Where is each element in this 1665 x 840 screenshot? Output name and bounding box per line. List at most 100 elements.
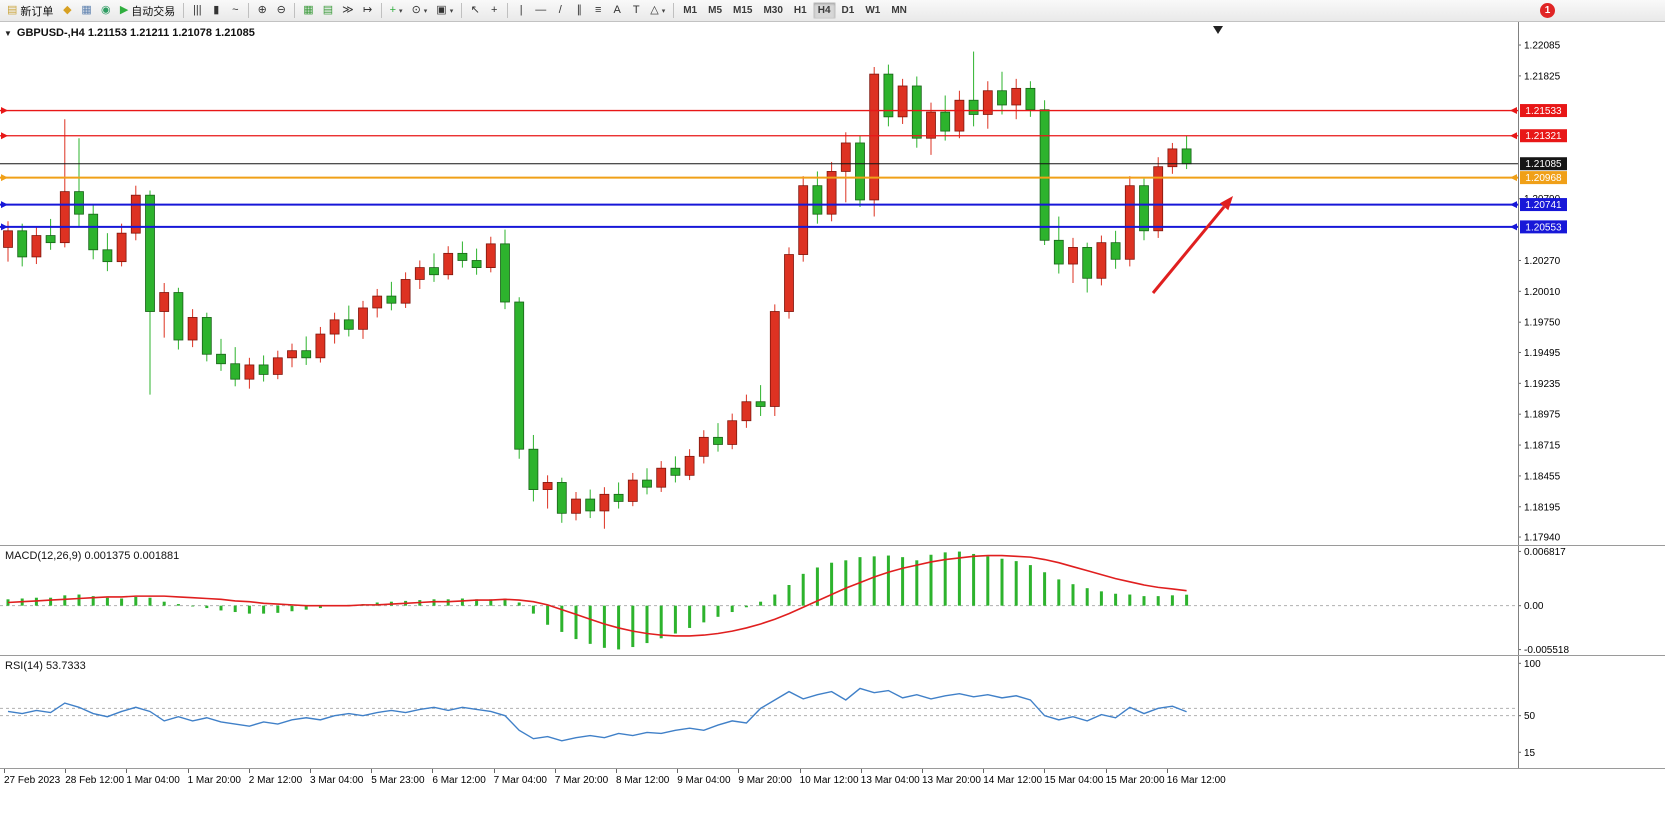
candle-body <box>145 194 155 312</box>
tile-windows-button[interactable]: ▦ <box>299 2 317 20</box>
trend-arrow[interactable] <box>1151 205 1226 294</box>
rsi-tick-label: 50 <box>1524 711 1536 722</box>
price-tick-label: 1.19750 <box>1524 318 1561 329</box>
templates-button[interactable]: ▣ ▾ <box>432 2 457 20</box>
line-left-handle[interactable] <box>1 132 8 140</box>
timeframe-m15-button[interactable]: M15 <box>733 5 753 16</box>
candle-body <box>1082 247 1093 279</box>
chart-shift-button[interactable]: ↦ <box>359 2 377 20</box>
time-label: 6 Mar 12:00 <box>432 775 486 786</box>
auto-scroll-button[interactable]: ≫ <box>338 2 358 20</box>
time-tick <box>1166 769 1168 773</box>
price-tick-label: 1.21825 <box>1524 71 1561 82</box>
periods-button[interactable]: ⊙ ▾ <box>408 2 432 20</box>
new-order-button-label: 新订单 <box>20 5 54 18</box>
time-label: 9 Mar 20:00 <box>738 775 792 786</box>
price-label-text: 1.21085 <box>1525 159 1562 170</box>
candle-body <box>1110 242 1121 260</box>
line-right-handle[interactable] <box>1510 132 1517 140</box>
fibonacci-button[interactable]: ≡ <box>589 2 607 20</box>
metaeditor-button[interactable]: ◆ <box>58 2 76 20</box>
cursor-button[interactable]: ↖ <box>466 2 484 20</box>
price-label-box <box>1520 129 1567 143</box>
timeframe-m30-button[interactable]: M30 <box>763 5 783 16</box>
candle-body <box>116 232 127 263</box>
notification-badge[interactable]: 1 <box>1540 3 1555 18</box>
candle-body <box>173 292 184 341</box>
cascade-windows-button[interactable]: ▤ <box>319 2 337 20</box>
trend-arrow-head <box>1219 196 1233 211</box>
fibonacci-icon: ≡ <box>595 4 602 16</box>
bar-chart-button[interactable]: ||| <box>188 2 206 20</box>
line-chart-button[interactable]: ~ <box>226 2 244 20</box>
channel-button[interactable]: ∥ <box>570 2 588 20</box>
zoom-in-icon: ⊕ <box>257 4 267 16</box>
line-left-handle[interactable] <box>1 223 8 231</box>
timeframe-mn-button[interactable]: MN <box>891 5 907 16</box>
trendline-button[interactable]: / <box>551 2 569 20</box>
candlestick-chart[interactable]: 1.220851.218251.207901.202701.200101.197… <box>0 22 1665 545</box>
price-tick-label: 1.18195 <box>1524 502 1561 513</box>
chevron-down-icon: ▾ <box>449 7 454 15</box>
candle-body <box>911 85 922 139</box>
time-label: 2 Mar 12:00 <box>248 775 303 786</box>
zoom-out-button[interactable]: ⊖ <box>272 2 290 20</box>
chart-shift-marker[interactable] <box>1213 26 1223 34</box>
text-icon: A <box>613 4 621 16</box>
price-label-text: 1.21533 <box>1525 106 1562 117</box>
line-right-handle[interactable] <box>1510 107 1517 115</box>
time-label: 15 Mar 04:00 <box>1044 775 1104 786</box>
indicators-icon: + <box>389 4 397 16</box>
vertical-line-button[interactable]: | <box>512 2 530 20</box>
indicators-button[interactable]: + ▾ <box>386 2 407 20</box>
crosshair-button[interactable]: + <box>485 2 503 20</box>
rsi-chart[interactable]: 100 50 15 <box>0 656 1665 768</box>
crosshair-icon: + <box>491 4 498 16</box>
macd-panel: 0.006817 0.00 -0.005518 MACD(12,26,9) 0.00… <box>0 545 1665 655</box>
new-order-button[interactable]: ▤ 新订单 <box>3 2 57 20</box>
candle-body <box>45 235 56 244</box>
auto-trading-icon: ▶ <box>119 4 129 16</box>
candlestick-chart-button[interactable]: ▮ <box>207 2 225 20</box>
text-label-button[interactable]: T <box>627 2 645 20</box>
navigator-button[interactable]: ◉ <box>97 2 115 20</box>
candle-body <box>528 448 539 490</box>
line-right-handle[interactable] <box>1510 174 1517 182</box>
trendline-icon: / <box>558 4 562 16</box>
zoom-in-button[interactable]: ⊕ <box>253 2 271 20</box>
macd-chart[interactable]: 0.006817 0.00 -0.005518 <box>0 546 1665 655</box>
time-tick <box>922 769 923 773</box>
data-window-button[interactable]: ▦ <box>77 2 95 20</box>
timeframe-w1-button[interactable]: W1 <box>865 5 881 16</box>
price-label-box <box>1520 220 1567 234</box>
candle-body <box>187 317 198 341</box>
timeframe-m1-button[interactable]: M1 <box>683 5 698 16</box>
one-click-trading-toggle-icon[interactable]: ▼ <box>4 28 12 38</box>
line-right-handle[interactable] <box>1510 223 1517 231</box>
timeframe-d1-button[interactable]: D1 <box>841 5 855 16</box>
text-button[interactable]: A <box>608 2 626 20</box>
time-tick <box>248 769 250 773</box>
auto-trading-button[interactable]: ▶ 自动交易 <box>116 2 179 20</box>
timeframe-h4-button[interactable]: H4 <box>812 2 836 19</box>
candle-body <box>698 436 709 457</box>
candle-body <box>826 171 837 215</box>
time-label: 7 Mar 04:00 <box>493 775 547 786</box>
arrows-button[interactable]: △ ▾ <box>646 2 669 20</box>
rsi-label: RSI(14) 53.7333 <box>5 660 86 672</box>
time-tick <box>677 769 679 773</box>
line-right-handle[interactable] <box>1510 201 1517 209</box>
price-tick-label: 1.20270 <box>1524 256 1561 267</box>
horizontal-line-button[interactable]: — <box>531 2 550 20</box>
time-tick <box>4 769 5 773</box>
candle-body <box>244 364 255 380</box>
time-label: 15 Mar 20:00 <box>1105 775 1165 786</box>
line-left-handle[interactable] <box>1 107 8 115</box>
timeframe-m5-button[interactable]: M5 <box>708 5 723 16</box>
line-left-handle[interactable] <box>1 174 8 182</box>
time-axis[interactable]: 27 Feb 2023 28 Feb 12:00 1 Mar 04:00 1 Mar … <box>0 768 1665 792</box>
time-label: 28 Feb 12:00 <box>65 775 125 786</box>
line-left-handle[interactable] <box>1 201 8 209</box>
timeframe-h1-button[interactable]: H1 <box>793 5 807 16</box>
candlestick-chart-panel: 1.220851.218251.207901.202701.200101.197… <box>0 22 1665 545</box>
